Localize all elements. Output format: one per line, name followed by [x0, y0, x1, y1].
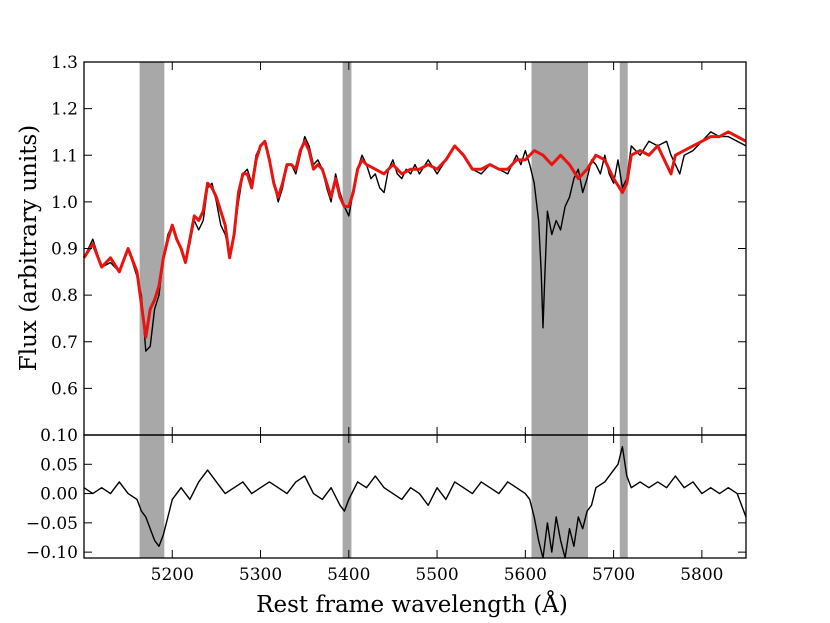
residual-series-line-0 — [83, 446, 747, 559]
residual-y-ticks: 0.10 0.05 0.00 −0.05 −0.10 — [26, 426, 746, 563]
main-series-line-0 — [83, 131, 747, 352]
main-panel-series — [82, 130, 747, 352]
main-series-line-1 — [82, 130, 747, 339]
xtick-label-5: 5700 — [592, 565, 635, 585]
masks-res-band-0 — [139, 435, 165, 558]
xtick-label-1: 5300 — [239, 565, 282, 585]
residual-ytick-label-0: 0.10 — [40, 426, 78, 446]
main-ytick-label-1: 1.2 — [51, 100, 78, 120]
residual-ytick-label-4: −0.10 — [26, 543, 78, 563]
masks-res-band-3 — [619, 435, 628, 558]
x-axis-title: Rest frame wavelength (Å) — [256, 590, 568, 618]
xtick-label-4: 5600 — [504, 565, 547, 585]
masks-main-band-3 — [619, 62, 628, 435]
main-ytick-label-6: 0.7 — [51, 333, 78, 353]
xtick-label-0: 5200 — [151, 565, 194, 585]
xtick-label-6: 5800 — [680, 565, 723, 585]
masks-main-band-0 — [139, 62, 165, 435]
main-masked-regions — [139, 62, 628, 435]
residual-masked-regions — [139, 435, 628, 558]
xtick-label-2: 5400 — [327, 565, 370, 585]
masks-main-band-2 — [531, 62, 589, 435]
y-axis-title: Flux (arbitrary units) — [16, 125, 42, 371]
main-ytick-label-2: 1.1 — [51, 146, 78, 166]
masks-res-band-1 — [342, 435, 352, 558]
main-ytick-label-0: 1.3 — [51, 53, 78, 73]
main-ytick-label-7: 0.6 — [51, 379, 78, 399]
masks-main-band-1 — [342, 62, 352, 435]
residual-ytick-label-3: −0.05 — [26, 514, 78, 534]
x-ticks: 5200 5300 5400 5500 5600 5700 5800 — [151, 62, 723, 585]
main-ytick-label-4: 0.9 — [51, 240, 78, 260]
residual-panel-frame — [83, 434, 747, 559]
main-ytick-label-5: 0.8 — [51, 286, 78, 306]
residual-panel-series — [83, 446, 747, 559]
residual-ytick-label-1: 0.05 — [40, 455, 78, 475]
residual-ytick-label-2: 0.00 — [40, 485, 78, 505]
xtick-label-3: 5500 — [415, 565, 458, 585]
main-ytick-label-3: 1.0 — [51, 193, 78, 213]
main-y-ticks: 1.3 1.2 1.1 1.0 0.9 0.8 0.7 0.6 — [51, 53, 746, 399]
main-panel-frame — [83, 61, 747, 436]
